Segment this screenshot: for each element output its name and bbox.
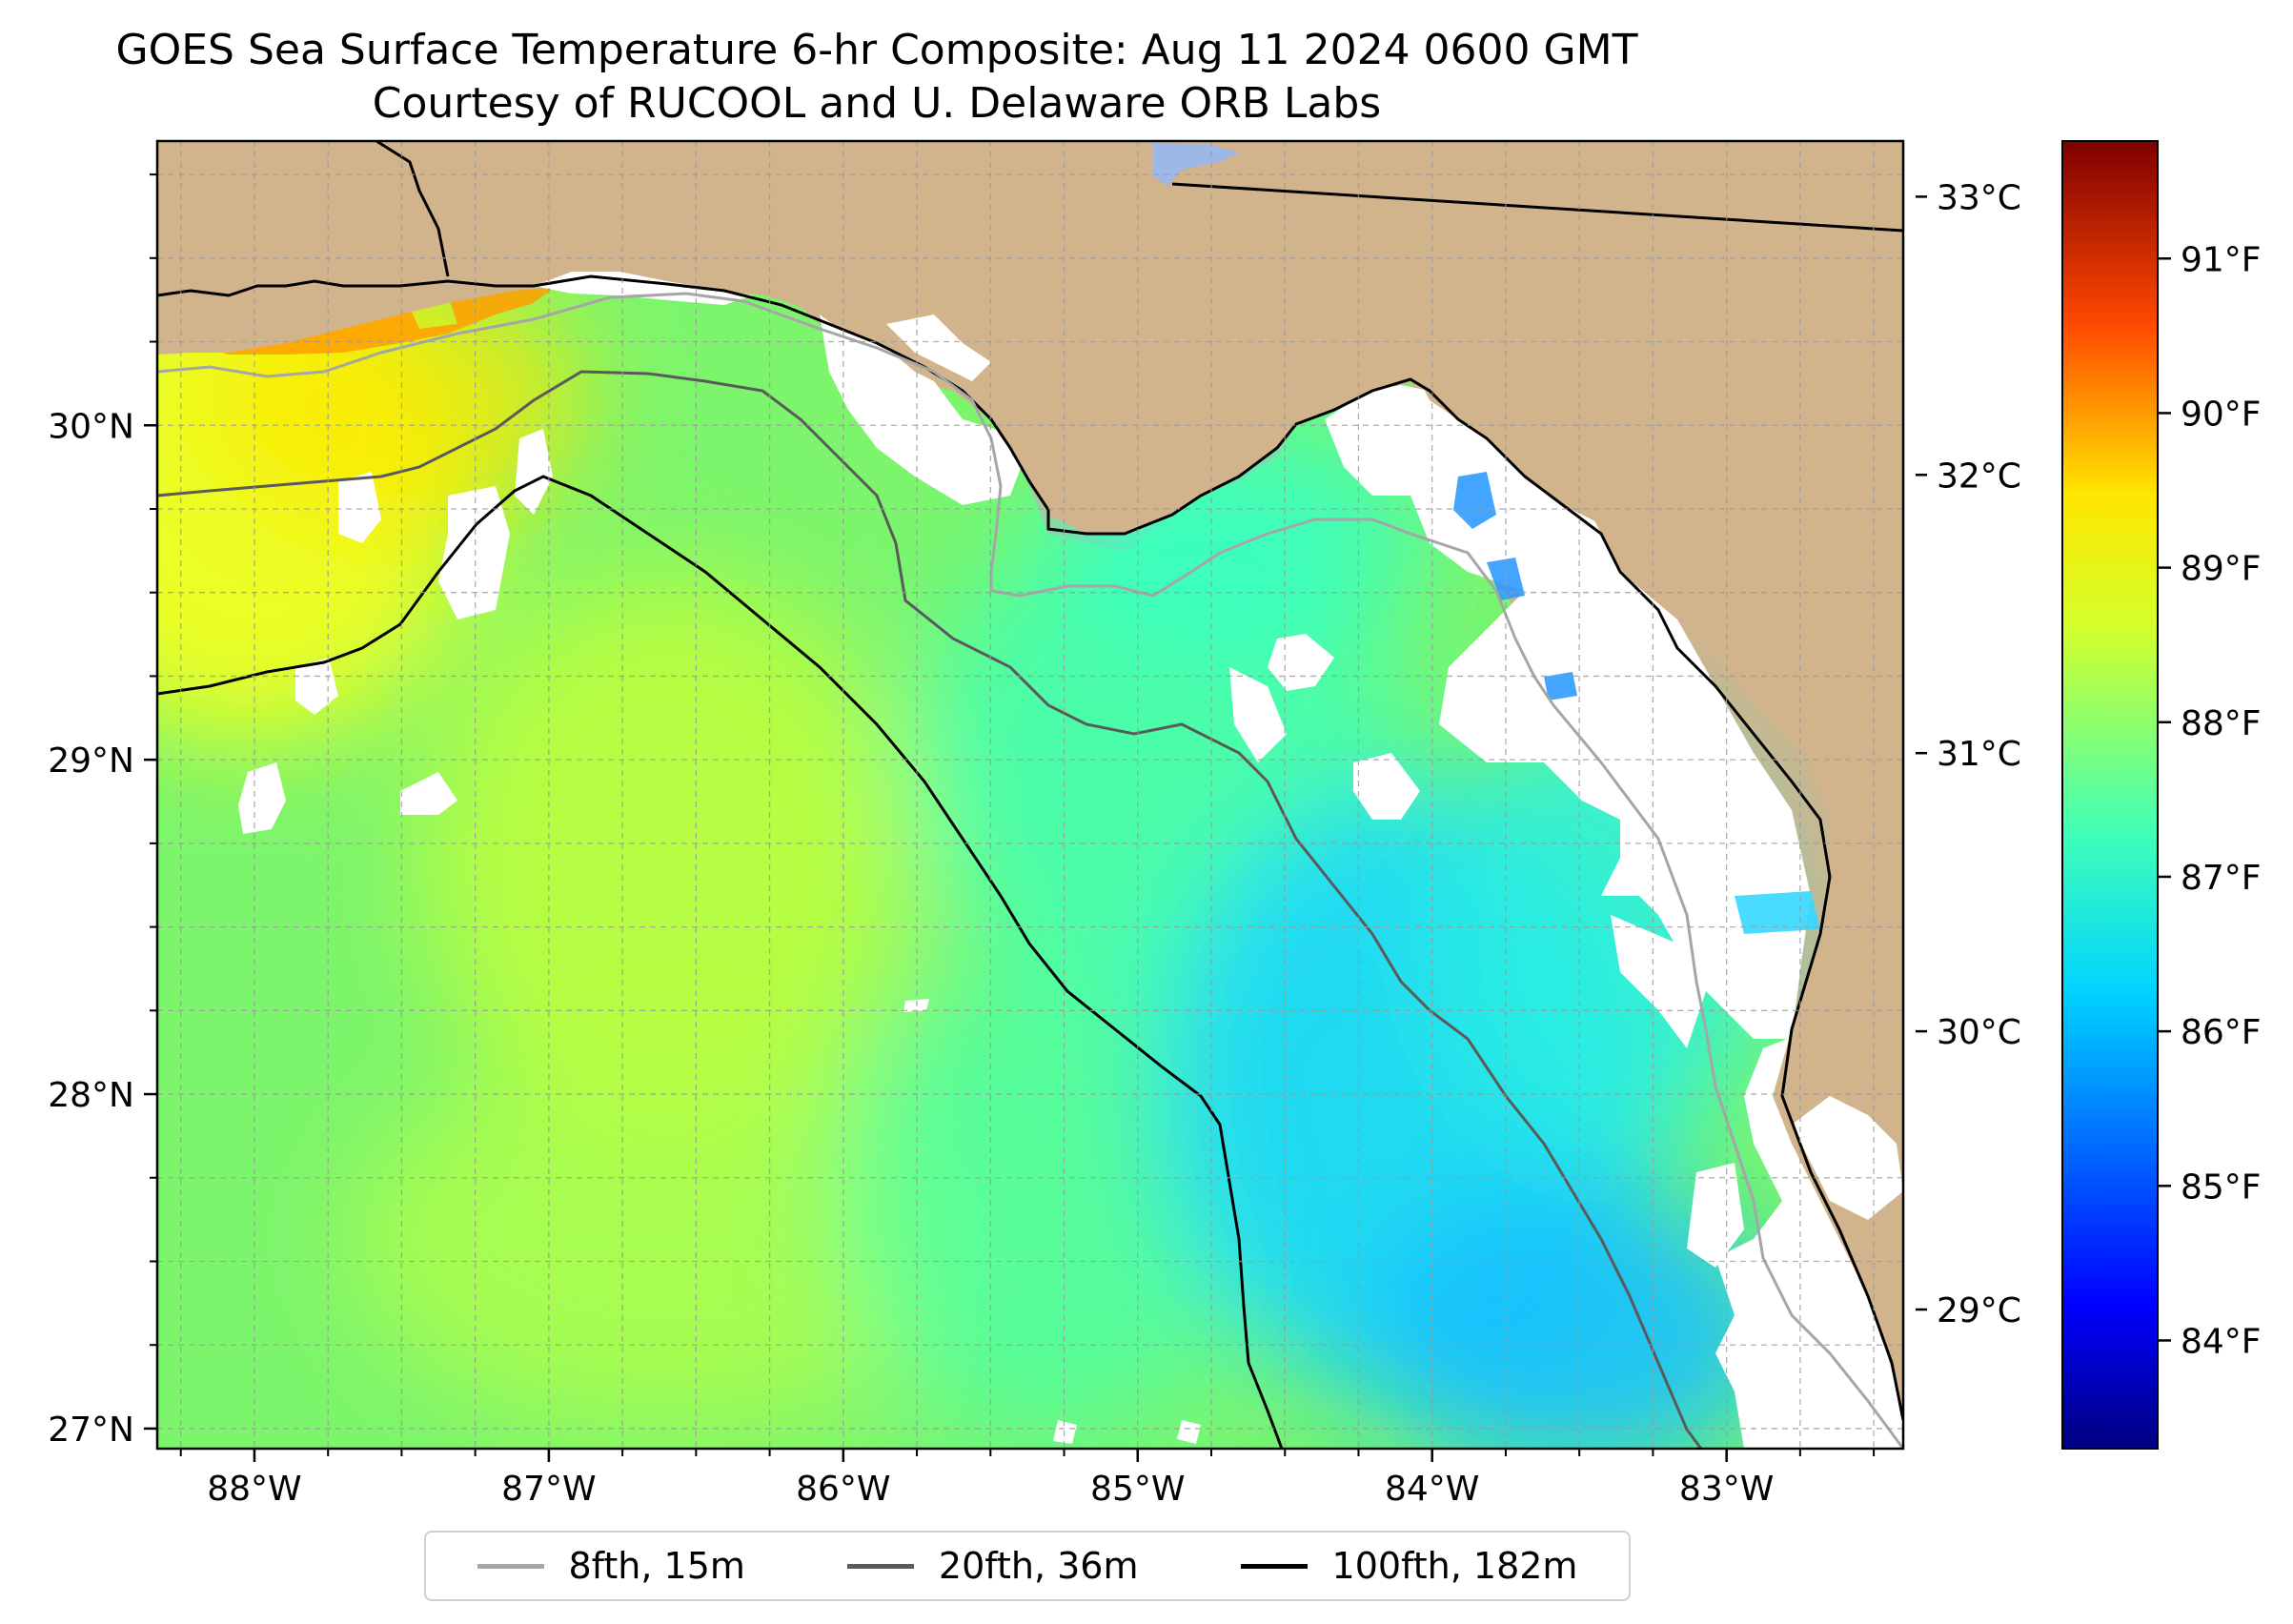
fahrenheit-tick-label: 91°F [2181,240,2262,279]
map-area [157,141,1903,1449]
lon-tick-label: 85°W [1090,1470,1185,1509]
lat-tick-label: 28°N [48,1076,134,1115]
lat-tick-label: 27°N [48,1411,134,1450]
lat-tick-label: 30°N [48,407,134,446]
fahrenheit-tick-label: 88°F [2181,704,2262,743]
cool-pocket [1453,472,1496,529]
coastal-bay [886,315,991,381]
fahrenheit-tick-label: 89°F [2181,550,2262,589]
legend-line-8fth [477,1563,544,1569]
title-line-2: Courtesy of RUCOOL and U. Delaware ORB L… [372,79,1382,128]
inland-lake [1153,143,1239,186]
title-line-1: GOES Sea Surface Temperature 6-hr Compos… [115,26,1638,74]
celsius-tick-label: 33°C [1937,178,2021,217]
legend-label-8fth: 8fth, 15m [568,1545,745,1587]
coastal-bay [534,272,753,305]
cool-pocket [1487,558,1525,600]
celsius-tick-label: 29°C [1937,1291,2021,1330]
coastline [157,274,1903,1421]
land-florida-peninsula [1420,376,1903,1411]
legend-line-20fth [846,1563,914,1569]
lon-tick-label: 84°W [1385,1470,1479,1509]
lat-tick-label: 29°N [48,741,134,781]
contour-20fth [157,370,1703,1449]
map-axes: 88°W 87°W 86°W 85°W 84°W 83°W 30°N 29°N 28°N 27°N [48,173,1876,1509]
legend-item-100fth: 100fth, 182m [1240,1545,1578,1587]
fahrenheit-tick-label: 87°F [2181,859,2262,898]
tampa-bay [1792,1096,1903,1220]
cool-pocket [1735,891,1820,934]
celsius-tick-label: 30°C [1937,1013,2021,1052]
lon-tick-label: 86°W [796,1470,890,1509]
celsius-tick-label: 32°C [1937,457,2021,496]
contour-8fth [157,292,1903,1449]
lon-tick-label: 83°W [1679,1470,1774,1509]
state-border [375,141,450,277]
fahrenheit-tick-label: 86°F [2181,1013,2262,1052]
contour-legend: 8fth, 15m 20fth, 36m 100fth, 182m [424,1531,1631,1601]
chart-title: GOES Sea Surface Temperature 6-hr Compos… [0,24,1754,131]
cool-pocket [1544,672,1577,700]
colorbar [2061,140,2159,1450]
lon-tick-label: 87°W [501,1470,596,1509]
contour-100fth [157,475,1284,1449]
gridlines [157,141,1903,1449]
legend-item-20fth: 20fth, 36m [846,1545,1139,1587]
colorbar-ticks: 33°C 32°C 31°C 30°C 29°C 91°F 90°F 89°F 88°F 87°F… [1916,178,2262,1361]
legend-line-100fth [1240,1563,1308,1569]
celsius-tick-label: 31°C [1937,735,2021,774]
land-coast-north [157,141,1903,534]
legend-label-100fth: 100fth, 182m [1331,1545,1578,1587]
lon-tick-label: 88°W [207,1470,301,1509]
legend-label-20fth: 20fth, 36m [938,1545,1139,1587]
state-border [1171,182,1903,233]
legend-item-8fth: 8fth, 15m [477,1545,745,1587]
map-frame [155,139,1905,1451]
fahrenheit-tick-label: 85°F [2181,1167,2262,1207]
fahrenheit-tick-label: 90°F [2181,395,2262,434]
fahrenheit-tick-label: 84°F [2181,1322,2262,1361]
